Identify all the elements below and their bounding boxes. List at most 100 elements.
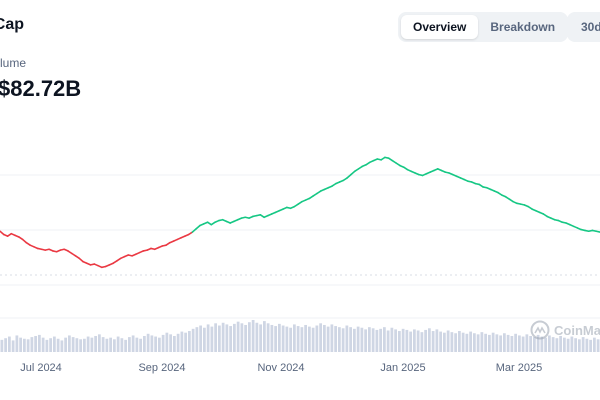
volume-bar bbox=[401, 328, 405, 352]
volume-bar bbox=[506, 334, 510, 352]
volume-bar bbox=[405, 329, 409, 352]
price-segment bbox=[346, 173, 352, 179]
volume-bar bbox=[109, 337, 112, 352]
volume-bar bbox=[206, 324, 210, 352]
volume-bar bbox=[180, 331, 184, 352]
volume-bar bbox=[570, 336, 574, 352]
volume-bar bbox=[150, 335, 154, 352]
volume-bar bbox=[8, 336, 11, 352]
x-tick-label: Nov 2024 bbox=[257, 362, 305, 374]
volume-bar bbox=[244, 324, 247, 352]
volume-bar bbox=[56, 338, 60, 352]
volume-bar bbox=[128, 337, 131, 352]
volume-bar bbox=[229, 326, 232, 352]
volume-bar bbox=[593, 337, 596, 352]
volume-bar bbox=[491, 332, 495, 352]
volume-bar bbox=[308, 326, 311, 352]
volume-bar bbox=[428, 328, 431, 352]
volume-bar bbox=[581, 337, 585, 352]
volume-bar bbox=[210, 326, 214, 352]
volume-bar bbox=[259, 324, 262, 352]
tab-breakdown[interactable]: Breakdown bbox=[490, 20, 556, 34]
volume-bar bbox=[94, 336, 97, 352]
volume-bar bbox=[41, 337, 45, 352]
watermark-text: CoinMar bbox=[554, 322, 600, 338]
volume-bar bbox=[484, 333, 487, 352]
volume-bar bbox=[525, 334, 529, 352]
volume-bar bbox=[251, 320, 255, 352]
volume-bar bbox=[304, 324, 307, 352]
volume-bar bbox=[64, 337, 67, 352]
volume-bar bbox=[135, 337, 139, 352]
price-segment bbox=[350, 170, 356, 176]
price-line bbox=[0, 156, 600, 269]
volume-bar bbox=[518, 335, 521, 352]
volume-bar bbox=[439, 331, 442, 352]
volume-bar bbox=[435, 329, 439, 352]
volume-bar bbox=[446, 330, 450, 352]
range-30d-button[interactable]: 30d bbox=[567, 12, 600, 42]
volume-bar bbox=[364, 329, 367, 352]
volume-bar bbox=[116, 336, 120, 352]
volume-bar bbox=[585, 338, 589, 352]
volume-bar bbox=[341, 328, 345, 352]
volume-bar bbox=[334, 326, 337, 352]
volume-bar bbox=[53, 336, 56, 352]
volume-bar bbox=[566, 338, 570, 352]
volume-bar bbox=[398, 331, 401, 352]
volume-bar bbox=[533, 337, 536, 352]
volume-bar bbox=[551, 337, 555, 352]
volume-bar bbox=[218, 325, 221, 352]
volume-bar bbox=[158, 337, 161, 352]
metric-label: Volume bbox=[0, 56, 27, 70]
volume-bar bbox=[278, 323, 281, 352]
volume-bar bbox=[469, 331, 472, 352]
volume-bar bbox=[15, 335, 19, 352]
volume-bar bbox=[23, 338, 26, 352]
volume-bar bbox=[60, 340, 64, 352]
volume-bars bbox=[0, 320, 600, 352]
volume-bar bbox=[371, 328, 375, 352]
tab-overview[interactable]: Overview bbox=[401, 15, 479, 39]
volume-bar bbox=[176, 333, 180, 352]
volume-bar bbox=[45, 339, 49, 352]
volume-bar bbox=[101, 337, 105, 352]
volume-bar bbox=[195, 327, 199, 352]
price-segment bbox=[78, 257, 84, 263]
volume-bar bbox=[555, 338, 559, 352]
volume-bar bbox=[146, 333, 150, 352]
volume-bar bbox=[188, 331, 191, 352]
metric-value: $82.72B bbox=[0, 76, 82, 101]
x-tick-label: Jan 2025 bbox=[380, 362, 426, 374]
volume-bar bbox=[458, 331, 461, 352]
volume-bar bbox=[255, 322, 259, 352]
volume-bar bbox=[184, 332, 187, 352]
volume-bar bbox=[386, 330, 390, 352]
volume-bar bbox=[236, 321, 240, 352]
volume-bar bbox=[495, 334, 499, 352]
price-segment bbox=[195, 224, 201, 230]
volume-bar bbox=[68, 335, 71, 352]
volume-bar bbox=[49, 338, 52, 352]
volume-bar bbox=[476, 334, 480, 352]
volume-bar bbox=[409, 331, 412, 352]
volume-bar bbox=[420, 332, 424, 352]
volume-bar bbox=[4, 338, 7, 352]
volume-bar bbox=[79, 339, 82, 352]
volume-bar bbox=[26, 339, 30, 352]
volume-bar bbox=[353, 328, 356, 352]
volume-bar bbox=[596, 339, 600, 352]
volume-bar bbox=[19, 337, 22, 352]
volume-bar bbox=[473, 333, 476, 352]
coinmarketcap-logo-icon bbox=[530, 320, 550, 340]
volume-bar bbox=[169, 334, 172, 352]
volume-bar bbox=[315, 325, 319, 352]
volume-bar bbox=[345, 325, 349, 352]
volume-bar bbox=[548, 335, 551, 352]
volume-bar bbox=[285, 326, 289, 352]
price-segment bbox=[595, 230, 600, 233]
view-tabs: Overview Breakdown bbox=[398, 12, 568, 42]
x-tick-label: Sep 2024 bbox=[138, 362, 186, 374]
volume-bar bbox=[38, 334, 41, 352]
